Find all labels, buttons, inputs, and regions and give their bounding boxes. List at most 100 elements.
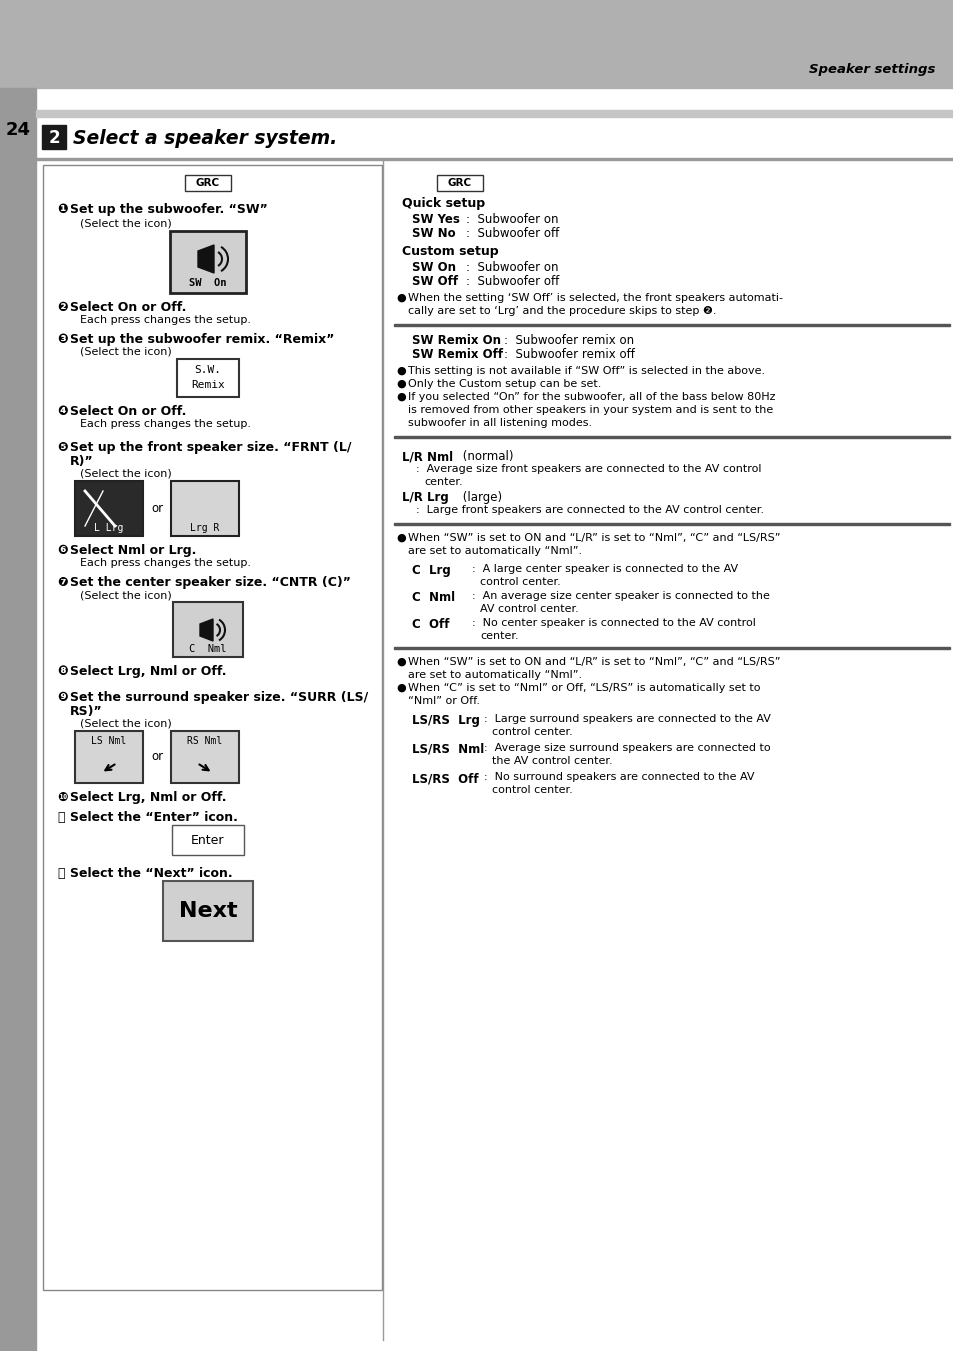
Text: When “SW” is set to ON and “L/R” is set to “Nml”, “C” and “LS/RS”: When “SW” is set to ON and “L/R” is set … <box>408 534 780 543</box>
Text: SW  On: SW On <box>189 278 227 288</box>
Text: :  Subwoofer off: : Subwoofer off <box>465 276 558 288</box>
Text: Select the “Enter” icon.: Select the “Enter” icon. <box>70 811 237 824</box>
Text: Select On or Off.: Select On or Off. <box>70 301 186 313</box>
Bar <box>42 126 66 149</box>
Bar <box>394 324 949 326</box>
Text: Ⓚ: Ⓚ <box>57 867 65 880</box>
Text: ❽: ❽ <box>57 665 68 678</box>
Text: :  Average size surround speakers are connected to: : Average size surround speakers are con… <box>483 743 770 753</box>
Text: ❻: ❻ <box>57 544 68 557</box>
Text: S.W.: S.W. <box>194 365 221 376</box>
Text: ❹: ❹ <box>57 405 68 417</box>
Text: LS/RS  Lrg: LS/RS Lrg <box>412 713 479 727</box>
Text: SW Remix On: SW Remix On <box>412 334 500 347</box>
Text: Enter: Enter <box>191 834 225 847</box>
Bar <box>0 88 36 1351</box>
Text: RS Nml: RS Nml <box>187 736 222 746</box>
Text: Select On or Off.: Select On or Off. <box>70 405 186 417</box>
Text: center.: center. <box>479 631 518 640</box>
Text: C  Nml: C Nml <box>412 590 455 604</box>
Bar <box>185 176 231 190</box>
Text: GRC: GRC <box>448 178 472 188</box>
Text: SW No: SW No <box>412 227 456 240</box>
Text: Custom setup: Custom setup <box>401 245 498 258</box>
Text: L/R Nml: L/R Nml <box>401 450 453 463</box>
Text: R)”: R)” <box>70 455 93 467</box>
Text: Select Lrg, Nml or Off.: Select Lrg, Nml or Off. <box>70 790 226 804</box>
Text: subwoofer in all listening modes.: subwoofer in all listening modes. <box>408 417 592 428</box>
Text: Only the Custom setup can be set.: Only the Custom setup can be set. <box>408 380 600 389</box>
Text: SW Yes: SW Yes <box>412 213 459 226</box>
Text: :  Average size front speakers are connected to the AV control: : Average size front speakers are connec… <box>416 463 760 474</box>
Text: LS/RS  Off: LS/RS Off <box>412 771 478 785</box>
Text: ●: ● <box>395 392 405 403</box>
Text: SW Off: SW Off <box>412 276 457 288</box>
Bar <box>171 731 239 784</box>
Text: (Select the icon): (Select the icon) <box>80 719 172 730</box>
Text: When the setting ‘SW Off’ is selected, the front speakers automati-: When the setting ‘SW Off’ is selected, t… <box>408 293 782 303</box>
Text: (normal): (normal) <box>458 450 513 463</box>
Text: ❾: ❾ <box>57 690 68 704</box>
Bar <box>394 523 949 524</box>
Text: SW Remix Off: SW Remix Off <box>412 349 502 361</box>
Bar <box>171 481 239 536</box>
Bar <box>75 731 143 784</box>
Text: ●: ● <box>395 293 405 303</box>
Bar <box>172 603 243 657</box>
Text: When “SW” is set to ON and “L/R” is set to “Nml”, “C” and “LS/RS”: When “SW” is set to ON and “L/R” is set … <box>408 657 780 667</box>
Text: :  Subwoofer remix on: : Subwoofer remix on <box>503 334 634 347</box>
Text: :  Subwoofer remix off: : Subwoofer remix off <box>503 349 634 361</box>
Text: center.: center. <box>423 477 462 486</box>
Text: C  Off: C Off <box>412 617 449 631</box>
Text: Select a speaker system.: Select a speaker system. <box>73 128 337 147</box>
Text: is removed from other speakers in your system and is sent to the: is removed from other speakers in your s… <box>408 405 773 415</box>
Text: ❷: ❷ <box>57 301 68 313</box>
Text: Remix: Remix <box>191 380 225 390</box>
Bar <box>177 359 239 397</box>
Text: Set the center speaker size. “CNTR (C)”: Set the center speaker size. “CNTR (C)” <box>70 576 351 589</box>
Text: Set the surround speaker size. “SURR (LS/: Set the surround speaker size. “SURR (LS… <box>70 690 368 704</box>
Text: (Select the icon): (Select the icon) <box>80 347 172 357</box>
Text: SW On: SW On <box>412 261 456 274</box>
Text: :  Large front speakers are connected to the AV control center.: : Large front speakers are connected to … <box>416 505 763 515</box>
Text: :  An average size center speaker is connected to the: : An average size center speaker is conn… <box>472 590 769 601</box>
Polygon shape <box>198 245 213 273</box>
Text: Set up the subwoofer. “SW”: Set up the subwoofer. “SW” <box>70 203 268 216</box>
Text: :  No center speaker is connected to the AV control: : No center speaker is connected to the … <box>472 617 755 628</box>
Bar <box>163 881 253 942</box>
Text: (Select the icon): (Select the icon) <box>80 219 172 230</box>
Text: cally are set to ‘Lrg’ and the procedure skips to step ❷.: cally are set to ‘Lrg’ and the procedure… <box>408 305 716 316</box>
Text: ❺: ❺ <box>57 440 68 454</box>
Text: Quick setup: Quick setup <box>401 197 485 209</box>
Text: ❿: ❿ <box>57 790 68 804</box>
Bar <box>172 825 244 855</box>
Text: ●: ● <box>395 380 405 389</box>
Text: control center.: control center. <box>479 577 560 586</box>
Text: RS)”: RS)” <box>70 705 103 717</box>
Text: are set to automatically “Nml”.: are set to automatically “Nml”. <box>408 546 581 557</box>
Text: “Nml” or Off.: “Nml” or Off. <box>408 696 479 707</box>
Text: Set up the front speaker size. “FRNT (L/: Set up the front speaker size. “FRNT (L/ <box>70 440 351 454</box>
Text: Set up the subwoofer remix. “Remix”: Set up the subwoofer remix. “Remix” <box>70 332 334 346</box>
Text: ●: ● <box>395 366 405 376</box>
Text: This setting is not available if “SW Off” is selected in the above.: This setting is not available if “SW Off… <box>408 366 764 376</box>
Bar <box>394 647 949 648</box>
Text: :  A large center speaker is connected to the AV: : A large center speaker is connected to… <box>472 563 738 574</box>
Text: ●: ● <box>395 657 405 667</box>
Bar <box>170 231 246 293</box>
Text: Select the “Next” icon.: Select the “Next” icon. <box>70 867 233 880</box>
Text: :  Large surround speakers are connected to the AV: : Large surround speakers are connected … <box>483 713 770 724</box>
Text: Next: Next <box>178 901 237 921</box>
Text: Lrg R: Lrg R <box>190 523 219 534</box>
Text: Each press changes the setup.: Each press changes the setup. <box>80 558 251 567</box>
Text: GRC: GRC <box>195 178 220 188</box>
Bar <box>36 158 953 159</box>
Text: :  Subwoofer off: : Subwoofer off <box>465 227 558 240</box>
Bar <box>436 176 482 190</box>
Bar <box>75 481 143 536</box>
Text: (Select the icon): (Select the icon) <box>80 590 172 600</box>
Text: Select Lrg, Nml or Off.: Select Lrg, Nml or Off. <box>70 665 226 678</box>
Text: LS/RS  Nml: LS/RS Nml <box>412 743 484 757</box>
Text: AV control center.: AV control center. <box>479 604 578 613</box>
Text: ●: ● <box>395 534 405 543</box>
